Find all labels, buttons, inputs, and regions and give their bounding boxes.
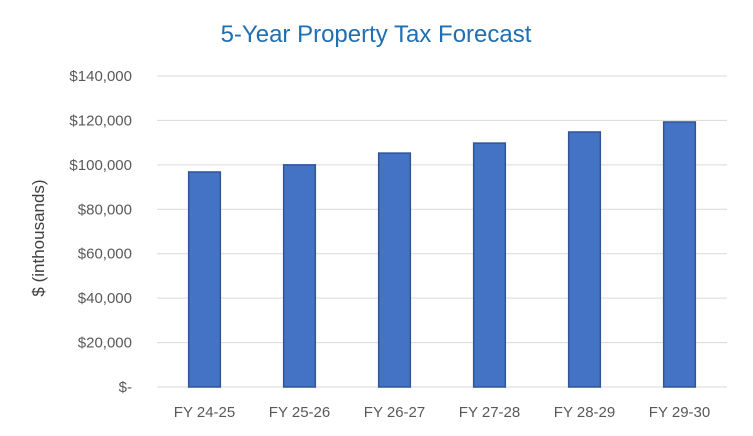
y-tick-label: $40,000 <box>78 290 132 307</box>
bar <box>664 122 696 387</box>
bar <box>189 172 221 387</box>
y-tick-label: $60,000 <box>78 246 132 263</box>
x-axis-ticks: FY 24-25 FY 25-26 FY 26-27 FY 27-28 FY 28-29… <box>174 404 710 421</box>
x-tick-label: FY 26-27 <box>364 404 425 421</box>
gridlines <box>157 76 727 387</box>
x-tick-label: FY 25-26 <box>269 404 330 421</box>
y-tick-label: $140,000 <box>69 68 132 85</box>
bar <box>569 132 601 387</box>
bar <box>379 153 411 387</box>
x-tick-label: FY 27-28 <box>459 404 520 421</box>
y-tick-label: $20,000 <box>78 335 132 352</box>
y-tick-label: $80,000 <box>78 201 132 218</box>
x-tick-label: FY 24-25 <box>174 404 235 421</box>
bar <box>284 165 316 387</box>
x-tick-label: FY 29-30 <box>649 404 710 421</box>
chart-title: 5-Year Property Tax Forecast <box>221 21 532 48</box>
bar <box>474 143 506 387</box>
y-tick-label: $100,000 <box>69 157 132 174</box>
y-tick-label: $120,000 <box>69 112 132 129</box>
bars <box>189 122 696 387</box>
y-axis-label: $ (inthousands) <box>29 179 48 296</box>
y-axis-ticks: $- $20,000 $40,000 $60,000 $80,000 $100,000 $1… <box>69 68 132 396</box>
y-tick-label: $- <box>119 379 132 396</box>
x-tick-label: FY 28-29 <box>554 404 615 421</box>
